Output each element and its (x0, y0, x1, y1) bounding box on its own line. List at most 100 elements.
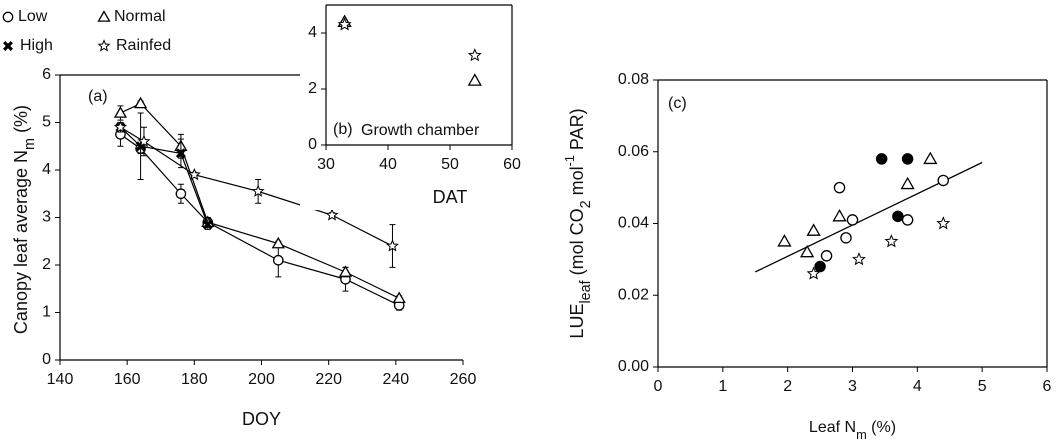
y-axis-title-part: 2 (578, 200, 594, 208)
marker-triangle (799, 244, 815, 258)
y-tick-label: 0.08 (618, 71, 649, 88)
x-tick-label: 160 (114, 371, 141, 388)
marker-triangle (777, 234, 792, 247)
marker-cross (202, 219, 213, 230)
marker-star (936, 216, 951, 230)
x-tick-label: 50 (441, 156, 459, 173)
y-tick-label: 0.00 (618, 358, 649, 375)
inset-background (300, 0, 522, 210)
panel-label: (c) (668, 95, 687, 112)
y-tick-label: 0.04 (618, 215, 649, 232)
legend-label: High (20, 37, 53, 54)
marker-star (325, 208, 339, 221)
marker-star (137, 134, 151, 148)
legend-marker (97, 10, 111, 22)
y-tick-label: 0.02 (618, 286, 649, 303)
marker-triangle (113, 106, 128, 118)
y-tick-label: 0 (42, 351, 51, 368)
panel-label: (a) (88, 88, 108, 105)
x-tick-label: 30 (317, 156, 335, 173)
marker-star (806, 266, 821, 280)
marker-triangle (923, 151, 938, 165)
x-tick-label: 0 (654, 378, 663, 395)
y-axis-title-part: -1 (563, 155, 577, 166)
x-tick-label: 4 (913, 378, 922, 395)
legend-marker (3, 41, 13, 51)
marker-star (251, 184, 265, 197)
y-axis-title: LUEleaf (mol CO2 mol-1 PAR) (563, 108, 593, 338)
series-line (120, 126, 209, 225)
x-axis-title: DOY (242, 409, 281, 429)
y-tick-label: 1 (42, 304, 51, 321)
x-tick-label: 60 (503, 156, 521, 173)
marker-circle (846, 214, 859, 226)
x-axis-title: DAT (433, 187, 468, 207)
annotation: Growth chamber (361, 122, 480, 139)
x-tick-label: 140 (47, 371, 74, 388)
y-axis-title-part: leaf (578, 279, 594, 303)
marker-circle (833, 181, 846, 194)
marker-dot (814, 260, 826, 273)
legend-item: Low (2, 8, 48, 25)
y-tick-label: 2 (308, 80, 317, 97)
marker-star (113, 120, 127, 133)
x-tick-label: 260 (450, 371, 477, 388)
y-axis-title: Canopy leaf average Nm (%) (11, 105, 38, 334)
y-axis-title-part: PAR) (567, 108, 587, 155)
y-tick-label: 0.06 (618, 143, 649, 160)
legend-label: Rainfed (116, 37, 171, 54)
legend-marker (97, 39, 111, 52)
marker-dot (901, 153, 914, 165)
marker-circle (901, 214, 914, 226)
marker-star (385, 239, 399, 252)
marker-circle (937, 174, 950, 187)
x-tick-label: 180 (181, 371, 208, 388)
marker-dot (892, 210, 904, 223)
marker-circle (175, 188, 187, 200)
y-axis-title-part: (mol CO (567, 208, 587, 280)
marker-triangle (338, 265, 353, 277)
y-tick-label: 0 (308, 136, 317, 153)
x-tick-label: 6 (1043, 378, 1052, 395)
y-axis-title-part: mol (567, 166, 587, 200)
marker-star (337, 17, 352, 31)
x-axis-title-part: Leaf N (809, 419, 856, 436)
legend-label: Normal (114, 8, 166, 25)
y-axis-title-part: (%) (11, 105, 31, 138)
marker-triangle (806, 223, 821, 236)
y-tick-label: 3 (42, 209, 51, 226)
marker-dot (875, 153, 888, 165)
legend-item: High (3, 37, 53, 54)
marker-cross (175, 148, 186, 159)
y-tick-label: 4 (308, 24, 317, 41)
marker-triangle (392, 291, 406, 304)
y-tick-label: 6 (42, 66, 51, 83)
legend-item: Normal (97, 8, 166, 25)
x-tick-label: 200 (248, 371, 275, 388)
marker-triangle (133, 96, 148, 109)
panel-label: (b) (333, 121, 353, 138)
x-tick-label: 5 (978, 378, 987, 395)
legend-label: Low (18, 8, 48, 25)
y-axis-title-part: Canopy leaf average N (11, 150, 31, 334)
y-axis-title-part: m (22, 138, 38, 150)
marker-star (467, 48, 482, 62)
marker-triangle (467, 73, 482, 86)
legend-marker (2, 11, 14, 23)
y-axis-title-part: LUE (567, 304, 587, 339)
y-tick-label: 4 (42, 161, 51, 178)
marker-circle (820, 250, 833, 262)
marker-triangle (900, 176, 915, 190)
y-tick-label: 5 (42, 114, 51, 131)
x-axis-title-part: m (856, 427, 867, 441)
marker-star (187, 167, 201, 181)
x-tick-label: 220 (315, 371, 342, 388)
legend-item: Rainfed (97, 37, 171, 54)
marker-circle (272, 254, 284, 266)
marker-triangle (832, 209, 847, 222)
marker-star (884, 234, 899, 248)
y-tick-label: 2 (42, 256, 51, 273)
marker-star (852, 252, 866, 266)
series-line (120, 126, 393, 247)
